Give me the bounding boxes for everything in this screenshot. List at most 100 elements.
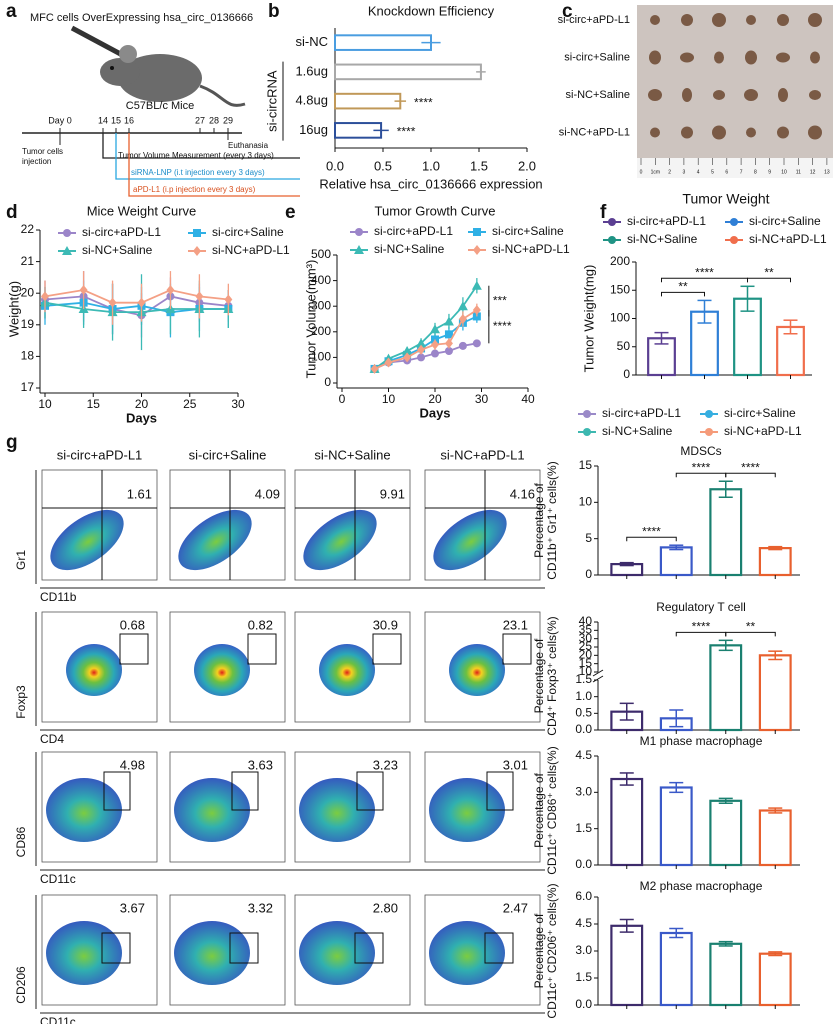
y-tick-label: 15 xyxy=(579,458,593,472)
category-label: 1.6ug xyxy=(295,63,328,78)
y-tick-label: 500 xyxy=(311,247,331,261)
tumor xyxy=(681,14,693,26)
flow-x-label: CD11b xyxy=(40,590,77,604)
flow-frame xyxy=(169,894,286,1006)
gate-percentage: 4.16 xyxy=(510,486,535,501)
injection-label: injection xyxy=(22,157,51,166)
x-tick-label: 10 xyxy=(38,397,52,411)
gate-percentage: 0.68 xyxy=(120,617,145,632)
tumor xyxy=(650,15,660,25)
chart-title: Knockdown Efficiency xyxy=(368,3,495,18)
schematic: MFC cells OverExpressing hsa_circ_013666… xyxy=(22,12,300,197)
tumor xyxy=(810,51,820,64)
significance: ** xyxy=(678,280,688,294)
x-tick-label: 25 xyxy=(183,397,197,411)
gate xyxy=(247,633,277,665)
y-tick-label: 22 xyxy=(21,222,35,236)
flow-density xyxy=(319,644,375,696)
x-tick-label: 0.0 xyxy=(326,158,344,173)
tumor xyxy=(808,125,822,140)
syringe xyxy=(70,25,130,61)
marker xyxy=(583,428,591,436)
marker xyxy=(79,285,88,296)
legend-label: si-NC+aPD-L1 xyxy=(492,242,570,256)
gate-percentage: 4.98 xyxy=(120,757,145,772)
y-tick-label: 0 xyxy=(324,375,331,389)
flow-column-title: si-NC+Saline xyxy=(314,447,390,462)
marker xyxy=(384,357,393,368)
y-axis-label: Tumor Volume(mm³) xyxy=(303,260,318,379)
significance: ** xyxy=(746,620,756,634)
marker xyxy=(370,363,379,374)
x-tick-label: 15 xyxy=(87,397,101,411)
bar xyxy=(709,799,743,867)
y-tick-label: 0.0 xyxy=(575,857,592,871)
flow-x-label: CD11c xyxy=(40,872,76,886)
x-tick-label: 30 xyxy=(475,392,489,406)
marker xyxy=(431,349,439,358)
significance: **** xyxy=(695,265,714,279)
day-label: 28 xyxy=(209,115,219,125)
mouse-head xyxy=(100,58,140,86)
tumor xyxy=(776,52,790,63)
flow-frame xyxy=(424,469,541,581)
flow-density xyxy=(178,509,252,571)
significance-bracket xyxy=(626,536,677,542)
flow-density xyxy=(303,509,377,571)
y-tick-label: 10 xyxy=(579,664,593,678)
x-axis-label: Relative hsa_circ_0136666 expression xyxy=(319,176,542,191)
ruler-label: 0 xyxy=(640,169,643,175)
flow-density xyxy=(174,921,250,985)
flow-column-title: si-circ+aPD-L1 xyxy=(57,447,143,462)
axis-break xyxy=(592,675,604,683)
ruler-label: 12 xyxy=(810,169,816,175)
legend-label: si-circ+aPD-L1 xyxy=(602,406,681,420)
y-tick-label: 100 xyxy=(311,350,331,364)
mouse-body xyxy=(118,54,202,102)
marker xyxy=(417,344,426,355)
y-axis-label: Percentage of xyxy=(532,913,546,988)
gate xyxy=(372,633,402,665)
marker xyxy=(473,228,481,236)
y-tick-label: 0.0 xyxy=(575,997,592,1011)
significance: **** xyxy=(692,620,711,634)
tumor xyxy=(714,51,724,64)
bar xyxy=(610,777,644,867)
significance: **** xyxy=(493,319,512,333)
day-label: 16 xyxy=(124,115,134,125)
bar xyxy=(659,546,693,577)
y-tick-label: 0 xyxy=(585,567,592,581)
tumor xyxy=(778,88,788,102)
bar xyxy=(758,952,792,1007)
gate-percentage: 3.32 xyxy=(248,900,273,915)
panel-label: d xyxy=(6,202,18,223)
x-tick-label: 20 xyxy=(135,397,149,411)
y-tick-label: 17 xyxy=(21,380,35,394)
marker xyxy=(608,236,616,244)
legend-label: si-NC+Saline xyxy=(374,242,445,256)
tumor xyxy=(777,14,789,26)
y-axis-label: Tumor Weight(mg) xyxy=(581,265,596,373)
marker xyxy=(730,218,738,226)
x-tick-label: 2.0 xyxy=(518,158,536,173)
schematic-title: MFC cells OverExpressing hsa_circ_013666… xyxy=(30,12,253,24)
marker xyxy=(705,428,713,436)
marker xyxy=(403,352,412,363)
y-axis-label: CD11c⁺ CD206⁺ cells(%) xyxy=(545,883,559,1018)
significance: **** xyxy=(692,460,711,474)
marker xyxy=(458,341,467,350)
marker xyxy=(443,316,454,326)
bar xyxy=(659,786,693,867)
tumor xyxy=(777,126,789,139)
legend-label: si-circ+aPD-L1 xyxy=(82,225,161,239)
flow-frame xyxy=(424,611,541,723)
chart-title: Tumor Growth Curve xyxy=(375,203,496,218)
legend-label: si-circ+aPD-L1 xyxy=(627,214,706,228)
y-axis-label: Percentage of xyxy=(532,482,546,557)
y-tick-label: 1.5 xyxy=(575,821,592,835)
gate-percentage: 23.1 xyxy=(503,617,528,632)
bar xyxy=(758,654,792,732)
flow-frame xyxy=(41,611,158,723)
chart-title: Mice Weight Curve xyxy=(87,203,197,218)
y-tick-label: 10 xyxy=(579,495,593,509)
